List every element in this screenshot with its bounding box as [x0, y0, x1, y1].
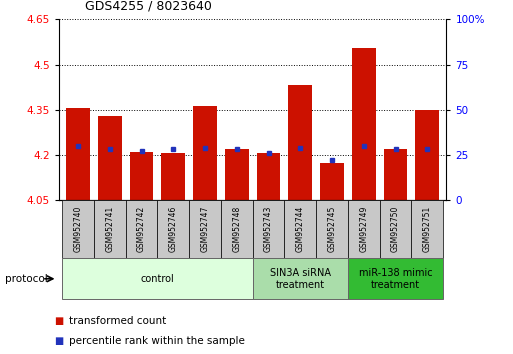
Bar: [62, 258, 253, 299]
Bar: [352, 48, 376, 200]
Bar: [416, 110, 439, 200]
Bar: [284, 200, 316, 258]
Text: percentile rank within the sample: percentile rank within the sample: [69, 336, 245, 346]
Bar: [193, 106, 217, 200]
Text: ■: ■: [54, 336, 63, 346]
Bar: [348, 200, 380, 258]
Text: ■: ■: [54, 316, 63, 326]
Bar: [253, 200, 284, 258]
Bar: [157, 200, 189, 258]
Text: protocol: protocol: [5, 274, 48, 284]
Text: GSM952747: GSM952747: [201, 206, 209, 252]
Bar: [66, 108, 90, 200]
Text: GSM952740: GSM952740: [73, 206, 83, 252]
Text: SIN3A siRNA
treatment: SIN3A siRNA treatment: [270, 268, 331, 290]
Text: GSM952743: GSM952743: [264, 206, 273, 252]
Bar: [126, 200, 157, 258]
Text: GSM952742: GSM952742: [137, 206, 146, 252]
Text: GSM952746: GSM952746: [169, 206, 178, 252]
Bar: [320, 163, 344, 200]
Text: GSM952750: GSM952750: [391, 206, 400, 252]
Text: GSM952741: GSM952741: [105, 206, 114, 252]
Text: GSM952749: GSM952749: [359, 206, 368, 252]
Text: control: control: [141, 274, 174, 284]
Text: GSM952745: GSM952745: [327, 206, 337, 252]
Text: transformed count: transformed count: [69, 316, 167, 326]
Bar: [94, 200, 126, 258]
Bar: [130, 153, 153, 200]
Bar: [189, 200, 221, 258]
Bar: [98, 116, 122, 200]
Bar: [316, 200, 348, 258]
Bar: [411, 200, 443, 258]
Text: GSM952744: GSM952744: [296, 206, 305, 252]
Bar: [348, 258, 443, 299]
Bar: [253, 258, 348, 299]
Bar: [384, 149, 407, 200]
Text: GSM952748: GSM952748: [232, 206, 241, 252]
Bar: [225, 149, 249, 200]
Bar: [256, 153, 281, 200]
Bar: [62, 200, 94, 258]
Text: GDS4255 / 8023640: GDS4255 / 8023640: [85, 0, 211, 12]
Bar: [288, 85, 312, 200]
Bar: [380, 200, 411, 258]
Bar: [162, 153, 185, 200]
Bar: [221, 200, 253, 258]
Text: miR-138 mimic
treatment: miR-138 mimic treatment: [359, 268, 432, 290]
Text: GSM952751: GSM952751: [423, 206, 432, 252]
